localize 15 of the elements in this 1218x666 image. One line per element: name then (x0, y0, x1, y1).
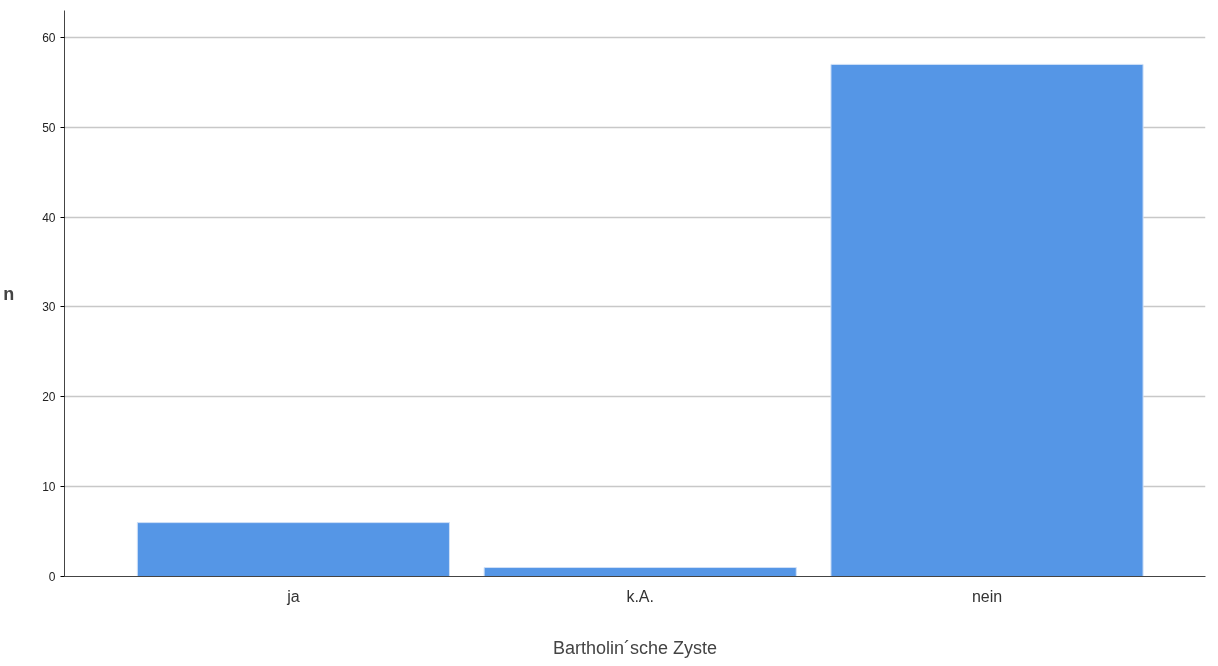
y-tick-label: 30 (42, 300, 56, 315)
x-axis-title: Bartholin´sche Zyste (552, 637, 718, 658)
y-tick-label: 0 (48, 570, 56, 584)
bar (830, 63, 1144, 577)
x-tick-label: ja (286, 587, 300, 605)
bar (483, 567, 797, 577)
x-tick-label: k.A. (626, 587, 654, 605)
y-tick-label: 10 (42, 480, 56, 495)
y-axis-title: n (3, 283, 15, 304)
y-tick-label: 40 (42, 210, 56, 225)
bar (136, 522, 450, 577)
y-tick-label: 60 (42, 30, 56, 45)
y-tick-label: 20 (42, 390, 56, 405)
x-tick-label: nein (971, 587, 1003, 605)
y-tick-label: 50 (42, 120, 56, 135)
